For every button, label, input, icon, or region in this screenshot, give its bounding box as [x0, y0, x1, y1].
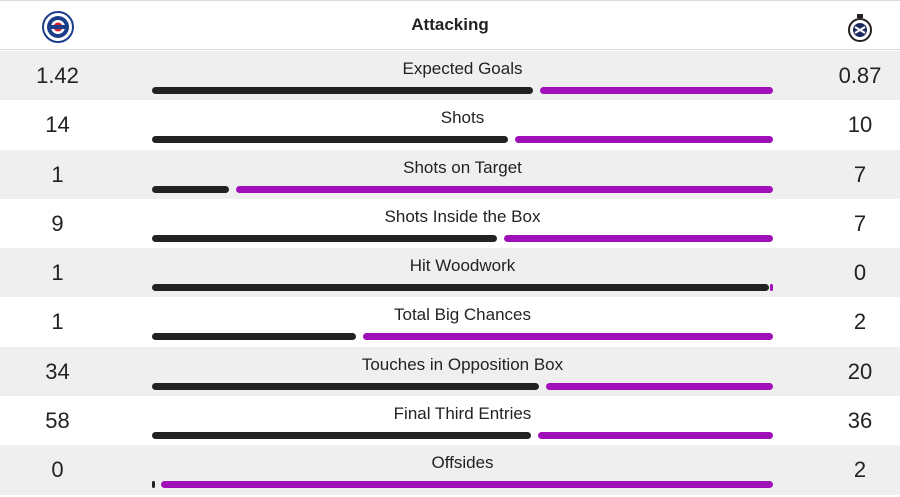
home-bar	[152, 284, 769, 292]
home-value: 9	[51, 210, 64, 236]
home-value: 1.42	[36, 63, 79, 88]
comparison-bar	[152, 185, 773, 193]
home-bar	[152, 87, 533, 94]
home-bar	[152, 432, 531, 440]
stat-label: Shots	[440, 108, 485, 128]
home-bar	[152, 333, 356, 341]
stat-row: 34 Touches in Opposition Box 20	[0, 346, 900, 397]
comparison-bar	[152, 284, 773, 292]
comparison-bar	[152, 333, 773, 341]
stat-row: 1 Total Big Chances 2	[0, 297, 900, 346]
away-bar	[363, 333, 773, 341]
stat-label: Offsides	[431, 453, 494, 473]
comparison-bar	[152, 432, 773, 440]
home-bar	[152, 136, 508, 144]
away-value: 36	[847, 408, 873, 434]
home-value: 1	[51, 309, 64, 335]
club-brugge-crest-icon	[848, 14, 872, 42]
section-title: Attacking	[411, 15, 489, 34]
stats-header: Attacking	[0, 0, 900, 50]
comparison-bar	[152, 87, 773, 94]
comparison-bar	[152, 136, 773, 144]
comparison-bar	[152, 481, 773, 489]
home-value: 1	[51, 161, 64, 187]
home-bar	[152, 382, 539, 390]
stat-label: Expected Goals	[402, 59, 523, 78]
rangers-crest-icon	[42, 11, 74, 43]
away-value: 7	[853, 161, 867, 187]
stat-row: 14 Shots 10	[0, 100, 900, 149]
stat-row: 1.42 Expected Goals 0.87	[0, 51, 900, 101]
home-bar	[152, 185, 229, 193]
stat-label: Final Third Entries	[393, 404, 532, 424]
away-bar	[546, 382, 773, 390]
home-value: 58	[45, 408, 70, 434]
away-bar	[515, 136, 773, 144]
stat-row: 1 Shots on Target 7	[0, 149, 900, 199]
stat-row: 58 Final Third Entries 36	[0, 396, 900, 445]
stat-label: Hit Woodwork	[409, 256, 516, 276]
away-value: 0.87	[838, 63, 882, 88]
home-value: 34	[45, 358, 70, 384]
away-bar	[538, 432, 773, 440]
stat-label: Shots on Target	[403, 157, 522, 177]
stat-row: 9 Shots Inside the Box 7	[0, 199, 900, 248]
home-bar	[152, 234, 497, 242]
away-value: 7	[853, 210, 867, 236]
stats-list: 1.42 Expected Goals 0.87 14 Shots 10 1 Shots on…	[0, 51, 900, 495]
away-bar	[770, 284, 773, 292]
away-bar	[236, 185, 773, 193]
home-value: 1	[51, 260, 64, 286]
away-value: 2	[853, 457, 867, 483]
away-value: 0	[853, 260, 867, 286]
home-value: 0	[51, 457, 64, 483]
stat-row: 1 Hit Woodwork 0	[0, 248, 900, 298]
stat-label: Touches in Opposition Box	[361, 354, 564, 374]
stat-label: Shots Inside the Box	[384, 206, 541, 226]
home-value: 14	[45, 112, 70, 138]
away-bar	[504, 234, 773, 242]
home-bar	[152, 481, 155, 489]
away-value: 10	[847, 112, 873, 138]
away-bar	[540, 87, 773, 94]
comparison-bar	[152, 382, 773, 390]
stat-label: Total Big Chances	[393, 305, 532, 325]
away-value: 2	[853, 309, 867, 335]
away-bar	[161, 481, 773, 489]
away-value: 20	[847, 358, 873, 384]
comparison-bar	[152, 234, 773, 242]
stat-row: 0 Offsides 2	[0, 445, 900, 495]
